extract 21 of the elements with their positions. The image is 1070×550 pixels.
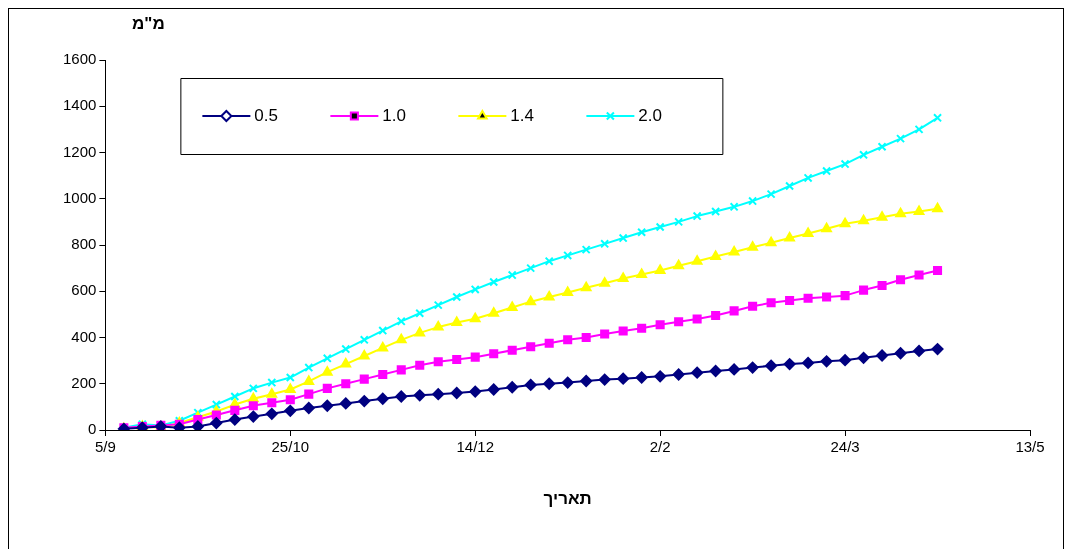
y-tick-label: 600	[71, 281, 97, 299]
legend-label: 2.0	[638, 105, 663, 125]
y-tick-label: 1400	[62, 96, 97, 114]
x-axis-title: תאריך	[543, 488, 592, 508]
x-tick-label: 14/12	[456, 438, 494, 456]
y-tick-label: 400	[71, 327, 97, 345]
y-tick-label: 1000	[62, 188, 97, 206]
legend-label: 1.0	[382, 105, 407, 125]
y-tick-label: 200	[71, 373, 97, 391]
x-tick-label: 25/10	[271, 438, 310, 456]
x-tick-label: 2/2	[649, 438, 671, 456]
x-tick-label: 24/3	[830, 438, 860, 456]
y-tick-label: 1200	[62, 142, 97, 160]
x-tick-label: 13/5	[1015, 438, 1045, 456]
y-tick-label: 800	[71, 235, 97, 253]
y-tick-label: 1600	[62, 50, 97, 68]
y-tick-label: 0	[88, 420, 97, 438]
y-axis-title: מ"מ	[131, 13, 165, 33]
legend-label: 1.4	[510, 105, 535, 125]
x-tick-label: 5/9	[94, 438, 116, 456]
legend-label: 0.5	[254, 105, 279, 125]
